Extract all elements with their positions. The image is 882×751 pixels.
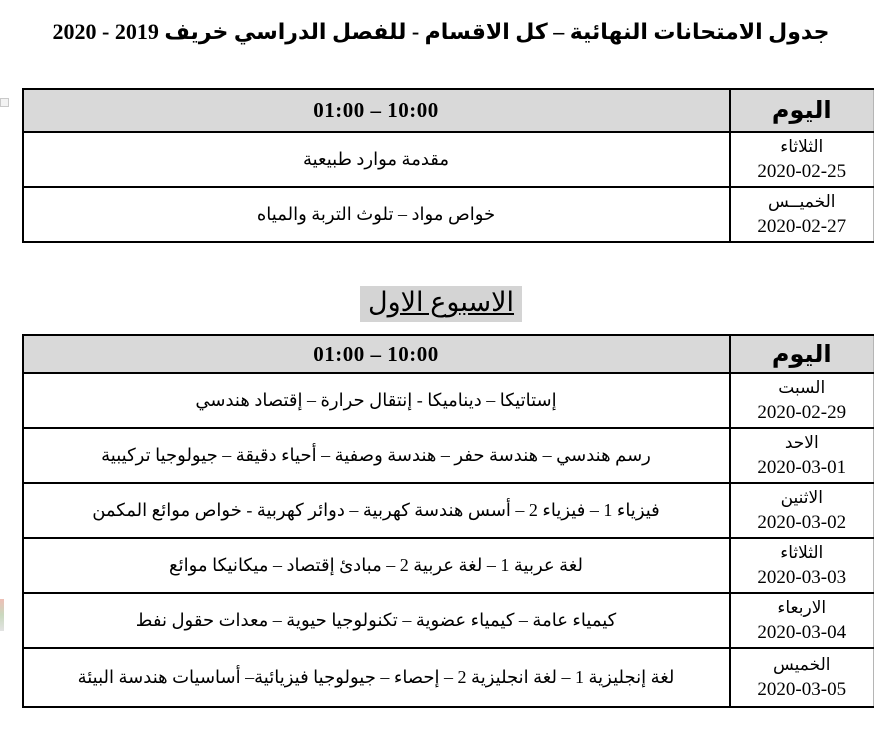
table-row: الاحد 2020-03-01 رسم هندسي – هندسة حفر –… <box>21 427 874 484</box>
day-cell: الخميــس 2020-02-27 <box>728 186 874 243</box>
exam-subjects-cell: لغة إنجليزية 1 – لغة انجليزية 2 – إحصاء … <box>21 647 731 708</box>
table-row: الخميس 2020-03-05 لغة إنجليزية 1 – لغة ا… <box>21 647 874 708</box>
day-cell: السبت 2020-02-29 <box>728 372 874 429</box>
page-title: جدول الامتحانات النهائية – كل الاقسام - … <box>52 19 830 44</box>
table-row: الاثنين 2020-03-02 فيزياء 1 – فيزياء 2 –… <box>21 482 874 539</box>
exam-schedule-document: جدول الامتحانات النهائية – كل الاقسام - … <box>0 14 882 708</box>
exam-date: 2020-03-01 <box>757 457 847 478</box>
table-header-row: اليوم 01:00 – 10:00 <box>21 334 874 374</box>
exam-date: 2020-03-04 <box>757 622 847 643</box>
exam-subjects-cell: لغة عربية 1 – لغة عربية 2 – مبادئ إقتصاد… <box>21 537 731 594</box>
exam-date: 2020-02-29 <box>757 402 847 423</box>
exam-date: 2020-02-25 <box>757 161 847 182</box>
day-name: الاثنين <box>780 488 823 507</box>
day-name: الثلاثاء <box>780 137 824 156</box>
day-header-label: اليوم <box>771 98 832 124</box>
table-row: الثلاثاء 2020-03-03 لغة عربية 1 – لغة عر… <box>21 537 874 594</box>
time-header-label: 01:00 – 10:00 <box>313 341 439 366</box>
day-column-header: اليوم <box>728 334 874 374</box>
time-header-label: 01:00 – 10:00 <box>313 98 439 122</box>
exam-subjects-cell: رسم هندسي – هندسة حفر – هندسة وصفية – أح… <box>21 427 731 484</box>
day-name: الخميس <box>772 655 831 674</box>
day-header-label: اليوم <box>771 341 832 368</box>
time-column-header: 01:00 – 10:00 <box>21 88 731 133</box>
day-cell: الثلاثاء 2020-03-03 <box>728 537 874 594</box>
pre-week-exam-table: اليوم 01:00 – 10:00 الثلاثاء 2020-02-25 … <box>21 88 874 243</box>
day-name: الخميــس <box>768 192 836 211</box>
exam-date: 2020-03-05 <box>757 679 847 700</box>
exam-date: 2020-02-27 <box>757 216 847 237</box>
exam-subjects-cell: فيزياء 1 – فيزياء 2 – أسس هندسة كهربية –… <box>21 482 731 539</box>
day-name: الاحد <box>784 433 819 452</box>
table-header-row: اليوم 01:00 – 10:00 <box>21 88 874 133</box>
first-week-exam-table: اليوم 01:00 – 10:00 السبت 2020-02-29 إست… <box>21 334 874 708</box>
table-resize-handle-icon <box>0 98 9 107</box>
day-name: السبت <box>778 378 826 397</box>
week-heading: الاسبوع الاول <box>359 286 523 322</box>
time-column-header: 01:00 – 10:00 <box>21 334 731 374</box>
exam-subjects-cell: إستاتيكا – ديناميكا - إنتقال حرارة – إقت… <box>21 372 731 429</box>
day-column-header: اليوم <box>728 88 874 133</box>
week-heading-wrap: الاسبوع الاول <box>0 286 882 322</box>
exam-date: 2020-03-03 <box>757 567 847 588</box>
table-row: الثلاثاء 2020-02-25 مقدمة موارد طبيعية <box>21 131 874 188</box>
table-row: الخميــس 2020-02-27 خواص مواد – تلوث الت… <box>21 186 874 243</box>
exam-subjects-cell: خواص مواد – تلوث التربة والمياه <box>21 186 731 243</box>
day-cell: الاربعاء 2020-03-04 <box>728 592 874 649</box>
exam-date: 2020-03-02 <box>757 512 847 533</box>
table-row: الاربعاء 2020-03-04 كيمياء عامة – كيمياء… <box>21 592 874 649</box>
day-name: الثلاثاء <box>780 543 824 562</box>
day-name: الاربعاء <box>777 598 827 617</box>
exam-subjects-cell: كيمياء عامة – كيمياء عضوية – تكنولوجيا ح… <box>21 592 731 649</box>
day-cell: الاحد 2020-03-01 <box>728 427 874 484</box>
day-cell: الاثنين 2020-03-02 <box>728 482 874 539</box>
edge-artifact <box>0 599 4 631</box>
exam-subjects-cell: مقدمة موارد طبيعية <box>21 131 731 188</box>
day-cell: الخميس 2020-03-05 <box>728 647 874 708</box>
day-cell: الثلاثاء 2020-02-25 <box>728 131 874 188</box>
table-row: السبت 2020-02-29 إستاتيكا – ديناميكا - إ… <box>21 372 874 429</box>
